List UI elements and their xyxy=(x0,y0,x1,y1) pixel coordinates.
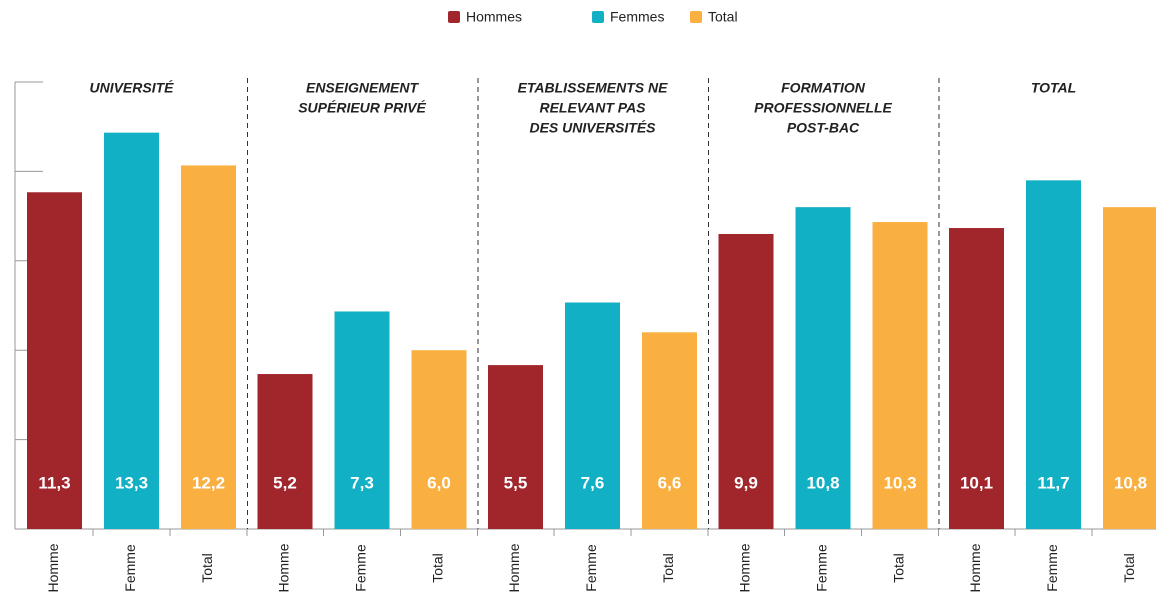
group-title: UNIVERSITÉ xyxy=(89,80,174,96)
legend-label: Femmes xyxy=(610,9,664,25)
bar xyxy=(872,222,928,529)
group-title: RELEVANT PAS xyxy=(539,100,646,116)
bar xyxy=(949,228,1004,529)
bar xyxy=(488,365,543,529)
bar xyxy=(104,132,159,529)
bar xyxy=(1026,180,1081,529)
x-tick-label: Homme xyxy=(737,543,753,592)
group-title: SUPÉRIEUR PRIVÉ xyxy=(298,100,426,116)
x-tick-label: Total xyxy=(891,553,907,583)
group-title: TOTAL xyxy=(1031,80,1076,96)
value-label: 10,1 xyxy=(960,473,993,492)
bar xyxy=(642,332,697,529)
value-label: 10,8 xyxy=(1114,473,1147,492)
group-title: FORMATION xyxy=(781,80,866,96)
x-tick-label: Homme xyxy=(45,543,61,592)
bar xyxy=(181,165,236,529)
group-title: ENSEIGNEMENT xyxy=(306,80,419,96)
value-label: 9,9 xyxy=(734,473,758,492)
group-title: PROFESSIONNELLE xyxy=(754,100,892,116)
x-tick-label: Total xyxy=(660,553,676,583)
value-label: 12,2 xyxy=(192,473,225,492)
x-tick-label: Femme xyxy=(814,544,830,592)
value-label: 11,7 xyxy=(1037,473,1069,492)
x-tick-label: Total xyxy=(1121,553,1137,583)
value-label: 6,6 xyxy=(658,473,682,492)
value-label: 13,3 xyxy=(115,473,148,492)
value-label: 7,6 xyxy=(581,473,605,492)
value-label: 6,0 xyxy=(427,473,451,492)
bar xyxy=(565,302,620,529)
value-label: 11,3 xyxy=(38,473,70,492)
bar xyxy=(257,374,313,529)
x-tick-label: Femme xyxy=(583,544,599,592)
bar xyxy=(795,207,851,529)
group-title: POST-BAC xyxy=(787,120,860,136)
legend-swatch xyxy=(690,11,702,23)
x-tick-label: Total xyxy=(430,553,446,583)
legend-swatch xyxy=(448,11,460,23)
group-title: ETABLISSEMENTS NE xyxy=(518,80,669,96)
value-label: 5,2 xyxy=(273,473,297,492)
value-label: 7,3 xyxy=(350,473,374,492)
value-label: 10,3 xyxy=(883,473,916,492)
bar xyxy=(27,192,82,529)
bar xyxy=(1103,207,1156,529)
x-tick-label: Femme xyxy=(353,544,369,592)
bar xyxy=(334,311,390,529)
x-tick-label: Homme xyxy=(506,543,522,592)
value-label: 5,5 xyxy=(504,473,528,492)
bar xyxy=(718,233,774,530)
x-tick-label: Femme xyxy=(122,544,138,592)
value-label: 10,8 xyxy=(806,473,839,492)
x-tick-label: Homme xyxy=(967,543,983,592)
group-title: DES UNIVERSITÉS xyxy=(529,120,656,136)
bar xyxy=(411,350,467,529)
x-tick-label: Total xyxy=(199,553,215,583)
legend-label: Hommes xyxy=(466,9,522,25)
x-tick-label: Homme xyxy=(276,543,292,592)
legend-label: Total xyxy=(708,9,738,25)
x-tick-label: Femme xyxy=(1044,544,1060,592)
legend-swatch xyxy=(592,11,604,23)
